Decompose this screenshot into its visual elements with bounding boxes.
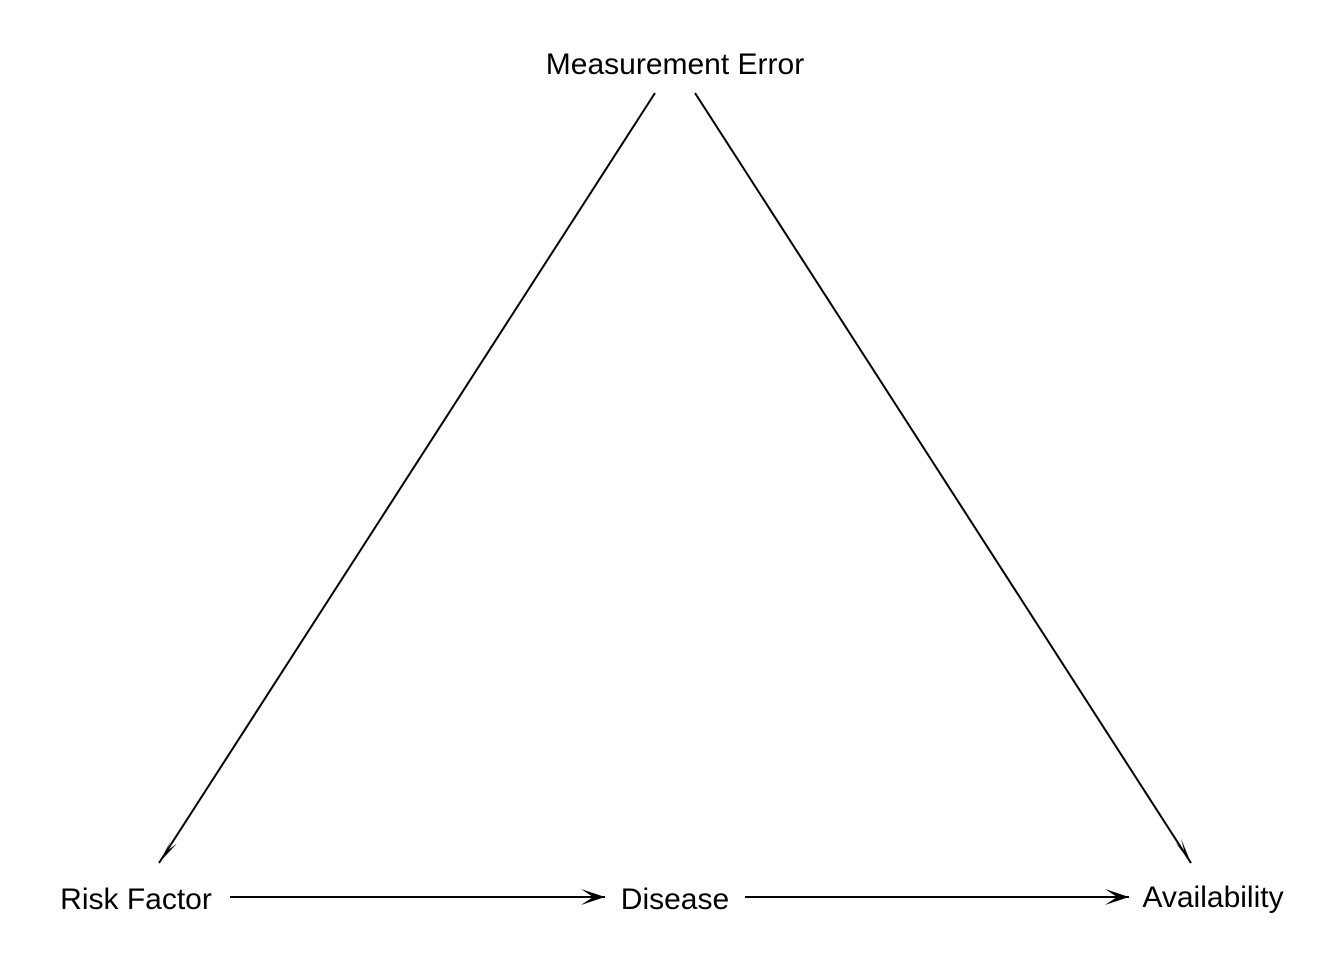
edges — [158, 92, 1192, 905]
nodes: Measurement Error Risk Factor Disease Av… — [60, 48, 1283, 916]
arrow-head — [1175, 838, 1191, 863]
node-availability: Availability — [1142, 881, 1283, 914]
edge-risk-factor-to-disease — [230, 889, 605, 905]
edge-line — [158, 92, 656, 864]
edge-measurement-error-to-risk-factor — [158, 92, 656, 864]
edge-measurement-error-to-availability — [694, 92, 1192, 864]
node-measurement-error: Measurement Error — [546, 48, 804, 81]
edge-disease-to-availability — [745, 889, 1129, 905]
node-disease: Disease — [621, 883, 729, 916]
node-risk-factor: Risk Factor — [60, 883, 212, 916]
arrow-head — [581, 889, 605, 905]
arrow-head — [159, 839, 177, 863]
arrow-head — [1105, 889, 1129, 905]
edge-line — [694, 92, 1192, 864]
